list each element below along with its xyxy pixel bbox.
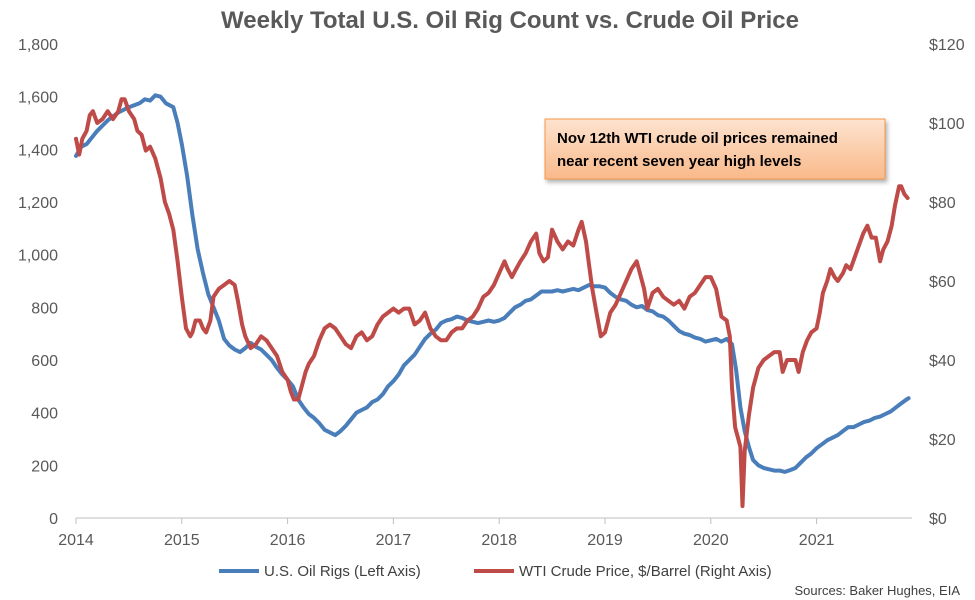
x-tick-label: 2020	[693, 532, 729, 549]
series-line-wti	[74, 97, 910, 509]
x-axis: 2014 2015 2016 2017 2018 2019 2020 2021	[58, 518, 834, 549]
x-tick-label: 2018	[481, 532, 517, 549]
annotation-line-2: near recent seven year high levels	[557, 153, 801, 170]
left-tick-label: 1,200	[18, 195, 58, 212]
right-tick-label: $20	[929, 432, 956, 449]
left-axis: 0 200 400 600 800 1,000 1,200 1,400 1,600 1,800	[18, 37, 58, 528]
legend-label-rigs: U.S. Oil Rigs (Left Axis)	[264, 563, 421, 580]
right-tick-label: $40	[929, 353, 956, 370]
source-note: Sources: Baker Hughes, EIA	[795, 583, 961, 598]
legend: U.S. Oil Rigs (Left Axis) WTI Crude Pric…	[219, 563, 772, 580]
series-layer	[74, 93, 911, 509]
series-line-rigs	[74, 93, 911, 474]
x-tick-label: 2021	[799, 532, 835, 549]
x-tick-label: 2019	[587, 532, 623, 549]
left-tick-label: 800	[31, 300, 58, 317]
left-tick-label: 600	[31, 353, 58, 370]
left-tick-label: 1,000	[18, 248, 58, 265]
right-axis: $0 $20 $40 $60 $80 $100 $120	[929, 37, 965, 528]
annotation-line-1: Nov 12th WTI crude oil prices remained	[557, 130, 838, 147]
left-tick-label: 1,800	[18, 37, 58, 54]
left-tick-label: 0	[49, 511, 58, 528]
right-tick-label: $100	[929, 116, 965, 133]
legend-label-wti: WTI Crude Price, $/Barrel (Right Axis)	[519, 563, 772, 580]
right-tick-label: $60	[929, 274, 956, 291]
left-tick-label: 1,400	[18, 142, 58, 159]
annotation-box	[544, 118, 886, 180]
x-tick-label: 2015	[164, 532, 200, 549]
left-tick-label: 400	[31, 406, 58, 423]
x-tick-label: 2016	[270, 532, 306, 549]
right-tick-label: $0	[929, 511, 947, 528]
left-tick-label: 1,600	[18, 90, 58, 107]
x-tick-label: 2014	[58, 532, 94, 549]
right-tick-label: $120	[929, 37, 965, 54]
x-tick-label: 2017	[376, 532, 412, 549]
chart-title: Weekly Total U.S. Oil Rig Count vs. Crud…	[221, 7, 799, 34]
right-tick-label: $80	[929, 195, 956, 212]
left-tick-label: 200	[31, 458, 58, 475]
